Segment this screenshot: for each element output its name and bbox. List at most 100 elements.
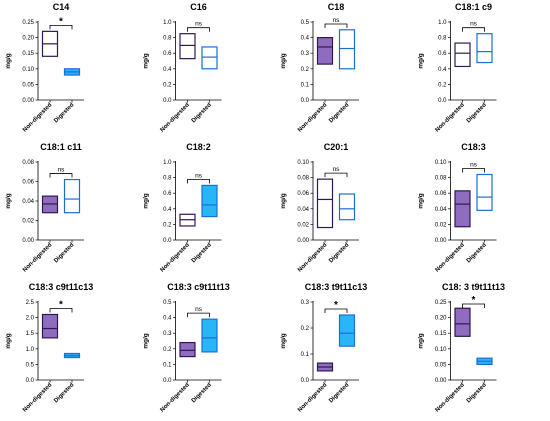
box-non-digested — [454, 42, 471, 68]
significance-bracket — [187, 27, 210, 32]
box-non-digested — [179, 341, 196, 358]
x-tick-label: Non-digested — [160, 102, 192, 134]
y-tick-label: 0.2 — [301, 67, 310, 73]
significance-bracket — [49, 173, 73, 178]
significance-bracket — [49, 24, 73, 30]
y-tick-label: 1.0 — [163, 20, 172, 26]
chart-title: C18: 3 t9t11t13 — [442, 282, 505, 292]
significance-bracket — [462, 27, 485, 32]
panel-2: C16 mg/g 0.0 0.2 0.4 0.6 0.8 1.0 Non-digested Dig… — [143, 2, 222, 134]
significance-bracket — [462, 303, 485, 308]
y-tick-label: 0.8 — [163, 176, 172, 182]
y-axis-label: mg/g — [143, 53, 150, 69]
y-tick-label: 0.10 — [435, 160, 447, 166]
y-tick-label: 0.08 — [22, 160, 34, 166]
y-tick-label: 0.4 — [301, 36, 310, 42]
y-tick-label: 0.0 — [26, 378, 35, 384]
y-tick-label: 0.00 — [297, 238, 309, 244]
chart-title: C18 — [328, 2, 345, 12]
box-non-digested — [179, 33, 196, 60]
box-non-digested — [41, 313, 59, 339]
panel-9: C18:3 c9t11c13 mg/g 0.0 0.5 1.0 1.5 2.0 2.5 Non-… — [5, 282, 93, 414]
x-tick-label: Non-digested — [22, 382, 54, 414]
y-axis-label: mg/g — [280, 333, 287, 349]
box-digested — [476, 173, 493, 211]
y-tick-label: 0.10 — [22, 67, 34, 73]
panel-12: C18: 3 t9t11t13 mg/g 0.00 0.05 0.10 0.15 0.20 0… — [418, 282, 506, 414]
y-tick-label: 0.2 — [163, 347, 172, 353]
y-tick-label: 0.6 — [163, 191, 172, 197]
y-tick-label: 0.04 — [22, 199, 34, 205]
box-digested — [338, 29, 356, 70]
x-tick-label: Digested — [328, 102, 350, 124]
x-tick-label: Non-digested — [160, 382, 192, 414]
chart-title: C18:1 c9 — [455, 2, 492, 12]
y-tick-label: 0.25 — [22, 20, 34, 26]
y-tick-label: 0.06 — [22, 180, 34, 186]
significance-label: ns — [333, 166, 341, 173]
significance-label: ns — [470, 161, 478, 168]
y-axis-label: mg/g — [418, 53, 425, 69]
box-non-digested — [316, 178, 334, 229]
y-tick-label: 0.2 — [163, 222, 172, 228]
significance-bracket — [49, 308, 73, 313]
y-tick-label: 0.5 — [301, 20, 310, 26]
y-tick-label: 0.02 — [297, 222, 309, 228]
y-tick-label: 0.1 — [301, 352, 310, 358]
box-digested — [338, 314, 356, 347]
x-tick-label: Non-digested — [160, 242, 192, 274]
x-tick-label: Digested — [53, 102, 75, 124]
y-tick-label: 0.05 — [22, 82, 34, 88]
x-tick-label: Digested — [466, 242, 488, 264]
y-tick-label: 0.08 — [435, 176, 447, 182]
y-tick-label: 0.10 — [297, 160, 309, 166]
x-tick-label: Non-digested — [297, 102, 329, 134]
y-tick-label: 0.20 — [435, 316, 447, 322]
x-tick-label: Non-digested — [435, 102, 467, 134]
chart-title: C14 — [53, 2, 70, 12]
box-digested — [476, 33, 493, 64]
y-tick-label: 0.04 — [297, 207, 309, 213]
x-tick-label: Digested — [191, 102, 213, 124]
y-tick-label: 0.3 — [163, 331, 172, 337]
x-tick-label: Digested — [53, 382, 75, 404]
y-axis-label: mg/g — [5, 333, 12, 349]
panel-5: C18:1 c11 mg/g 0.00 0.02 0.04 0.06 0.08 Non-dig… — [5, 142, 84, 274]
x-tick-label: Digested — [466, 382, 488, 404]
y-tick-label: 1.0 — [438, 20, 447, 26]
y-tick-label: 0.1 — [301, 82, 310, 88]
x-tick-label: Digested — [466, 102, 488, 124]
significance-label: ns — [195, 306, 203, 313]
y-tick-label: 0.02 — [22, 219, 34, 225]
box-digested — [201, 318, 218, 353]
x-tick-label: Digested — [328, 382, 350, 404]
x-tick-label: Non-digested — [297, 382, 329, 414]
y-tick-label: 0.15 — [435, 331, 447, 337]
significance-label: ns — [470, 21, 478, 28]
y-tick-label: 0.6 — [438, 51, 447, 57]
y-tick-label: 0.8 — [163, 36, 172, 42]
panel-4: C18:1 c9 mg/g 0.0 0.2 0.4 0.6 0.8 1.0 Non-digest… — [418, 2, 497, 134]
y-tick-label: 1.0 — [26, 347, 35, 353]
y-tick-label: 1.0 — [163, 160, 172, 166]
y-axis-label: mg/g — [5, 53, 12, 69]
y-axis-label: mg/g — [5, 193, 12, 209]
box-digested — [201, 46, 218, 70]
panel-3: C18 mg/g 0.0 0.1 0.2 0.3 0.4 0.5 Non-digested Dig… — [280, 2, 359, 134]
y-tick-label: 0.3 — [301, 300, 310, 306]
y-tick-label: 0.2 — [163, 82, 172, 88]
x-tick-label: Digested — [191, 382, 213, 404]
y-tick-label: 0.2 — [301, 326, 310, 332]
y-tick-label: 0.0 — [163, 378, 172, 384]
box-non-digested — [454, 190, 471, 228]
chart-title: C20:1 — [324, 142, 349, 152]
significance-bracket — [324, 23, 348, 28]
y-tick-label: 0.4 — [163, 316, 172, 322]
y-tick-label: 0.06 — [435, 191, 447, 197]
significance-label: ns — [58, 167, 66, 174]
significance-label: ns — [195, 172, 203, 179]
x-tick-label: Non-digested — [22, 102, 54, 134]
x-tick-label: Non-digested — [435, 382, 467, 414]
x-tick-label: Digested — [53, 242, 75, 264]
